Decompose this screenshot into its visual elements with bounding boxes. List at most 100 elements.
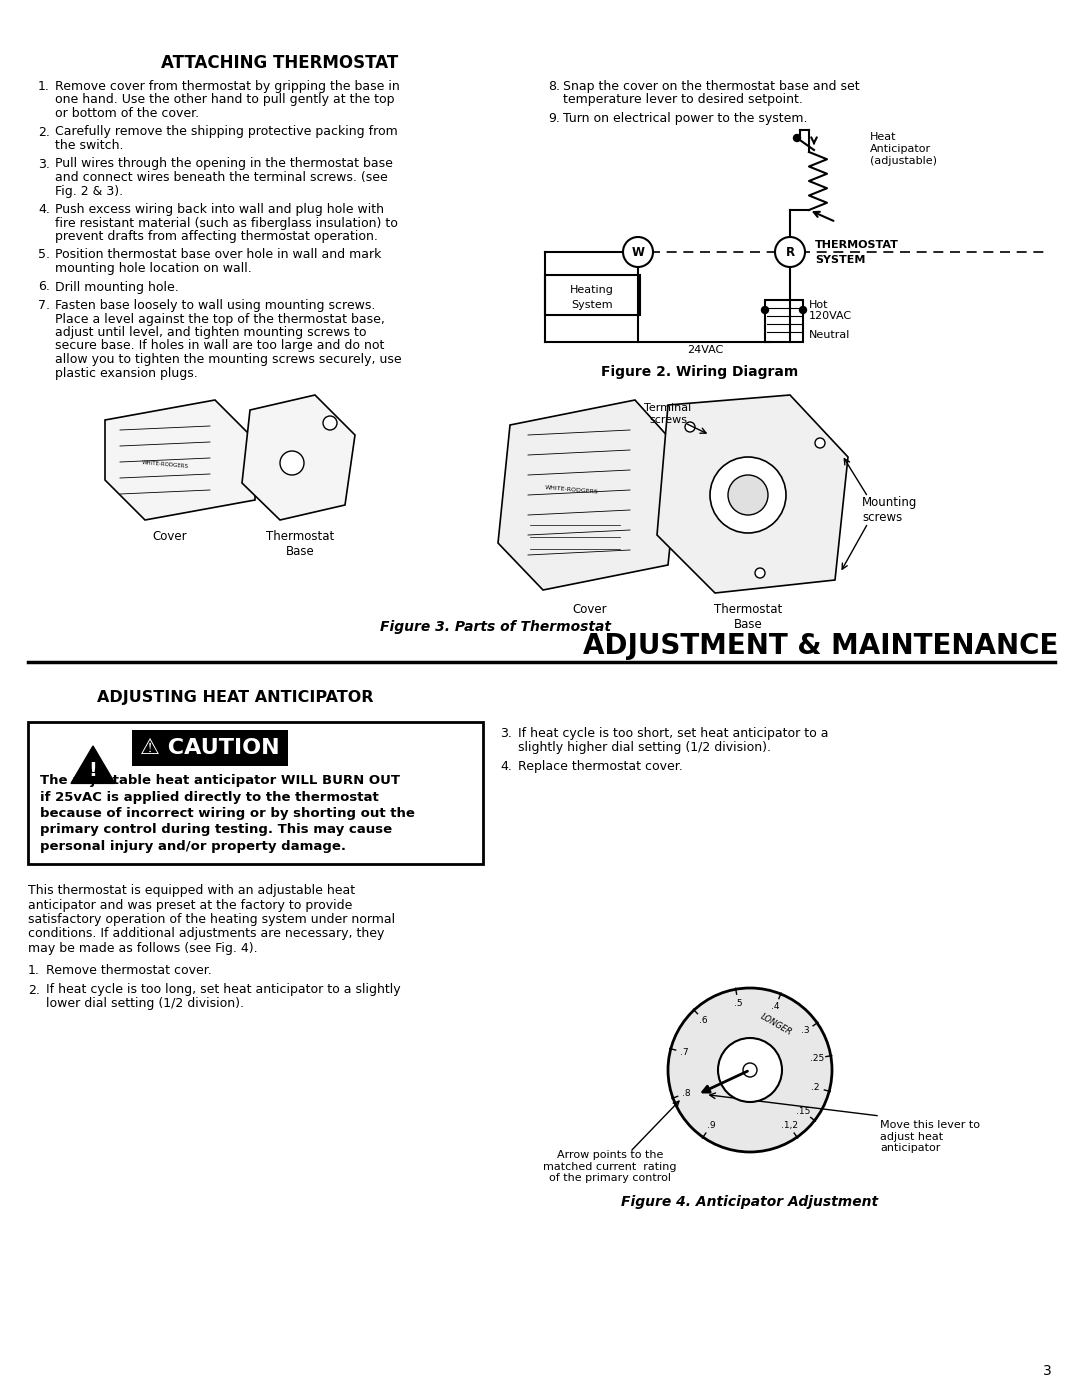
Polygon shape <box>498 400 680 590</box>
Text: W: W <box>632 246 645 258</box>
Text: 3.: 3. <box>38 158 50 170</box>
Text: 1.: 1. <box>38 80 50 94</box>
Text: anticipator and was preset at the factory to provide: anticipator and was preset at the factor… <box>28 898 352 911</box>
Text: THERMOSTAT: THERMOSTAT <box>815 240 899 250</box>
Text: Heating: Heating <box>570 285 613 295</box>
Text: 120VAC: 120VAC <box>809 312 852 321</box>
Text: plastic exansion plugs.: plastic exansion plugs. <box>55 366 198 380</box>
Text: if 25vAC is applied directly to the thermostat: if 25vAC is applied directly to the ther… <box>40 791 379 803</box>
Text: (adjustable): (adjustable) <box>870 156 937 166</box>
Text: This thermostat is equipped with an adjustable heat: This thermostat is equipped with an adju… <box>28 884 355 897</box>
Circle shape <box>743 1063 757 1077</box>
Polygon shape <box>242 395 355 520</box>
Text: Figure 4. Anticipator Adjustment: Figure 4. Anticipator Adjustment <box>621 1194 878 1208</box>
Text: ⚠ CAUTION: ⚠ CAUTION <box>140 738 280 759</box>
Polygon shape <box>71 746 114 784</box>
Text: Neutral: Neutral <box>809 330 850 339</box>
Text: .5: .5 <box>734 999 743 1007</box>
Text: Figure 2. Wiring Diagram: Figure 2. Wiring Diagram <box>602 365 798 379</box>
Text: Heat: Heat <box>870 131 896 142</box>
Text: secure base. If holes in wall are too large and do not: secure base. If holes in wall are too la… <box>55 339 384 352</box>
Polygon shape <box>105 400 255 520</box>
Text: LONGER: LONGER <box>758 1013 794 1038</box>
Bar <box>765 300 804 342</box>
Text: satisfactory operation of the heating system under normal: satisfactory operation of the heating sy… <box>28 914 395 926</box>
Text: .2: .2 <box>811 1083 820 1092</box>
Text: If heat cycle is too long, set heat anticipator to a slightly: If heat cycle is too long, set heat anti… <box>46 983 401 996</box>
Text: .6: .6 <box>700 1016 707 1025</box>
Text: 2.: 2. <box>38 126 50 138</box>
Text: Fasten base loosely to wall using mounting screws.: Fasten base loosely to wall using mounti… <box>55 299 376 312</box>
Circle shape <box>794 134 800 141</box>
Text: 24VAC: 24VAC <box>687 345 724 355</box>
Text: ADJUSTMENT & MAINTENANCE: ADJUSTMENT & MAINTENANCE <box>582 631 1058 659</box>
Text: Snap the cover on the thermostat base and set: Snap the cover on the thermostat base an… <box>563 80 860 94</box>
Text: may be made as follows (see Fig. 4).: may be made as follows (see Fig. 4). <box>28 942 258 956</box>
Text: adjust until level, and tighten mounting screws to: adjust until level, and tighten mounting… <box>55 326 366 339</box>
Text: Turn on electrical power to the system.: Turn on electrical power to the system. <box>563 112 808 124</box>
Text: the switch.: the switch. <box>55 138 123 152</box>
Text: 5.: 5. <box>38 249 50 261</box>
Text: Pull wires through the opening in the thermostat base: Pull wires through the opening in the th… <box>55 158 393 170</box>
Circle shape <box>755 569 765 578</box>
Text: Mounting
screws: Mounting screws <box>862 496 917 524</box>
Text: WHITE-RODGERS: WHITE-RODGERS <box>141 461 189 469</box>
Text: Carefully remove the shipping protective packing from: Carefully remove the shipping protective… <box>55 126 397 138</box>
Text: 8.: 8. <box>548 80 561 94</box>
Text: allow you to tighten the mounting screws securely, use: allow you to tighten the mounting screws… <box>55 353 402 366</box>
Text: Thermostat
Base: Thermostat Base <box>714 604 782 631</box>
Text: System: System <box>571 300 612 310</box>
Text: ADJUSTING HEAT ANTICIPATOR: ADJUSTING HEAT ANTICIPATOR <box>97 690 374 705</box>
Circle shape <box>775 237 805 267</box>
Text: .1,2: .1,2 <box>781 1122 797 1130</box>
Text: 7.: 7. <box>38 299 50 312</box>
Circle shape <box>669 988 832 1153</box>
Text: Move this lever to
adjust heat
anticipator: Move this lever to adjust heat anticipat… <box>880 1120 980 1153</box>
Circle shape <box>761 306 769 313</box>
Text: conditions. If additional adjustments are necessary, they: conditions. If additional adjustments ar… <box>28 928 384 940</box>
Text: The adjustable heat anticipator WILL BURN OUT: The adjustable heat anticipator WILL BUR… <box>40 774 400 787</box>
Text: 6.: 6. <box>38 281 50 293</box>
Text: 4.: 4. <box>38 203 50 217</box>
Text: temperature lever to desired setpoint.: temperature lever to desired setpoint. <box>563 94 802 106</box>
Circle shape <box>710 457 786 534</box>
Text: WHITE-RODGERS: WHITE-RODGERS <box>545 485 599 495</box>
Text: 4.: 4. <box>500 760 512 773</box>
Text: Anticipator: Anticipator <box>870 144 931 154</box>
Text: and connect wires beneath the terminal screws. (see: and connect wires beneath the terminal s… <box>55 170 388 184</box>
Text: Place a level against the top of the thermostat base,: Place a level against the top of the the… <box>55 313 384 326</box>
Text: Remove cover from thermostat by gripping the base in: Remove cover from thermostat by gripping… <box>55 80 400 94</box>
Text: Remove thermostat cover.: Remove thermostat cover. <box>46 964 212 978</box>
Circle shape <box>323 416 337 430</box>
Text: .9: .9 <box>706 1122 715 1130</box>
Text: Terminal: Terminal <box>645 402 691 414</box>
Text: Replace thermostat cover.: Replace thermostat cover. <box>518 760 683 773</box>
Text: R: R <box>785 246 795 258</box>
Text: Cover: Cover <box>152 529 187 543</box>
Circle shape <box>728 475 768 515</box>
Bar <box>545 275 640 314</box>
Text: fire resistant material (such as fiberglass insulation) to: fire resistant material (such as fibergl… <box>55 217 397 229</box>
Text: 9.: 9. <box>548 112 559 124</box>
Text: because of incorrect wiring or by shorting out the: because of incorrect wiring or by shorti… <box>40 807 415 820</box>
Text: or bottom of the cover.: or bottom of the cover. <box>55 108 199 120</box>
Text: .4: .4 <box>771 1003 780 1011</box>
Circle shape <box>799 306 807 313</box>
Text: .3: .3 <box>801 1027 810 1035</box>
Text: .8: .8 <box>681 1088 690 1098</box>
Text: slightly higher dial setting (1/2 division).: slightly higher dial setting (1/2 divisi… <box>518 740 771 754</box>
Text: mounting hole location on wall.: mounting hole location on wall. <box>55 263 252 275</box>
Text: Hot: Hot <box>809 300 828 310</box>
Text: one hand. Use the other hand to pull gently at the top: one hand. Use the other hand to pull gen… <box>55 94 394 106</box>
Text: prevent drafts from affecting thermostat operation.: prevent drafts from affecting thermostat… <box>55 231 378 243</box>
Text: Position thermostat base over hole in wall and mark: Position thermostat base over hole in wa… <box>55 249 381 261</box>
Bar <box>28 722 483 863</box>
Text: !: ! <box>89 761 97 780</box>
Circle shape <box>718 1038 782 1102</box>
Circle shape <box>623 237 653 267</box>
Circle shape <box>815 439 825 448</box>
Text: ATTACHING THERMOSTAT: ATTACHING THERMOSTAT <box>161 54 399 73</box>
Text: Cover: Cover <box>572 604 607 616</box>
Text: Arrow points to the
matched current  rating
of the primary control: Arrow points to the matched current rati… <box>543 1150 677 1183</box>
Polygon shape <box>657 395 848 592</box>
